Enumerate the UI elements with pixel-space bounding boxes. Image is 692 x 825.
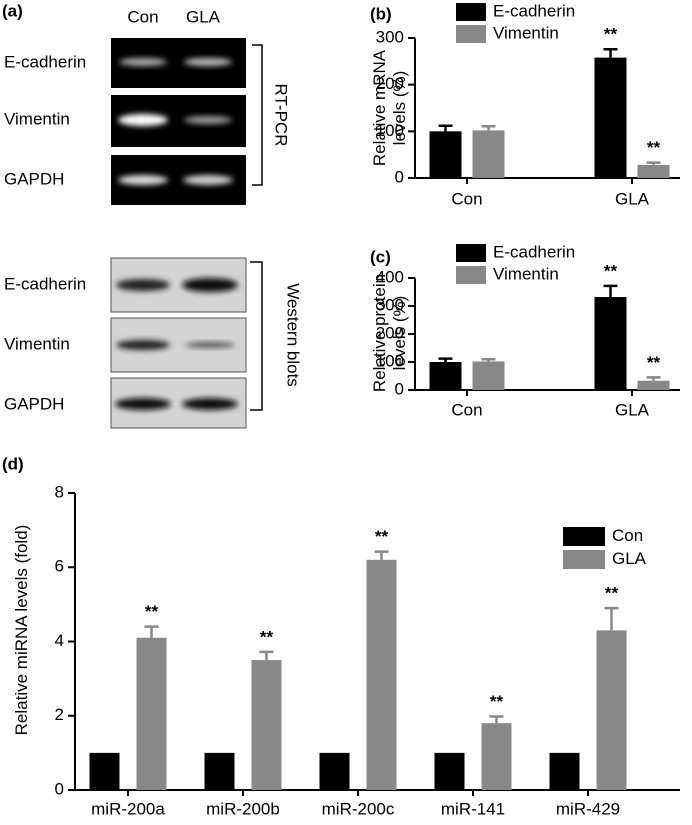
- annotation: **: [260, 627, 274, 646]
- y-tick-label: 2: [55, 705, 64, 724]
- x-tick-label: miR-200a: [91, 799, 165, 818]
- legend-swatch: [456, 25, 486, 43]
- annotation: **: [604, 25, 618, 44]
- annotation: **: [145, 602, 159, 621]
- row-label: GAPDH: [4, 394, 64, 413]
- x-tick-label: miR-429: [556, 799, 620, 818]
- error-bar: [646, 161, 661, 165]
- annotation: **: [490, 692, 504, 711]
- bar: [136, 637, 167, 790]
- annotation: **: [605, 584, 619, 603]
- bar: [366, 559, 397, 790]
- y-tick-label: 200: [376, 323, 404, 342]
- y-tick-label: 6: [55, 557, 64, 576]
- error-bar: [374, 550, 389, 560]
- y-axis-label: Relative miRNA levels (fold): [12, 524, 31, 736]
- x-tick-label: GLA: [615, 400, 650, 419]
- legend-label: E-cadherin: [493, 1, 575, 20]
- row-label: E-cadherin: [4, 274, 86, 293]
- bar: [596, 630, 627, 790]
- gel-image: [111, 38, 246, 205]
- error-bar: [144, 625, 159, 638]
- row-label: Vimentin: [4, 334, 70, 353]
- y-axis-label: Relative mRNA levels (%): [370, 49, 409, 167]
- y-tick-label: 400: [376, 267, 404, 286]
- annotation: **: [604, 261, 618, 280]
- bar: [637, 380, 670, 390]
- bracket: [252, 44, 263, 186]
- legend-label: E-cadherin: [493, 242, 575, 261]
- error-bar: [259, 650, 274, 661]
- chart-title: (c): [370, 247, 391, 266]
- error-bar: [438, 357, 453, 362]
- y-tick-label: 0: [55, 779, 64, 798]
- legend-label: GLA: [612, 549, 647, 568]
- bar: [481, 723, 512, 790]
- bar: [89, 752, 120, 790]
- blot-image: [110, 257, 247, 429]
- panel-title: (a): [2, 1, 23, 20]
- bar: [472, 361, 505, 390]
- y-tick-label: 300: [376, 295, 404, 314]
- row-label: E-cadherin: [4, 52, 86, 71]
- bar: [429, 131, 462, 178]
- y-tick-label: 100: [376, 121, 404, 140]
- error-bar: [604, 606, 619, 631]
- error-bar: [646, 376, 661, 381]
- x-tick-label: GLA: [615, 189, 650, 208]
- legend-swatch: [456, 3, 486, 21]
- legend-swatch: [456, 266, 486, 284]
- group-label: Western blots: [284, 283, 303, 387]
- bar: [594, 297, 627, 390]
- legend-swatch: [563, 527, 605, 546]
- error-bar: [481, 357, 496, 362]
- bar: [319, 752, 350, 790]
- x-tick-label: Con: [451, 189, 482, 208]
- x-tick-label: Con: [451, 400, 482, 419]
- row-label: Vimentin: [4, 109, 70, 128]
- x-tick-label: miR-200c: [322, 799, 395, 818]
- legend-label: Vimentin: [493, 264, 559, 283]
- legend-label: Con: [612, 526, 643, 545]
- bracket: [250, 261, 263, 411]
- error-bar: [489, 715, 504, 724]
- y-tick-label: 0: [395, 379, 404, 398]
- bar: [594, 57, 627, 178]
- y-tick-label: 200: [376, 74, 404, 93]
- legend-swatch: [456, 244, 486, 262]
- error-bar: [603, 284, 618, 298]
- y-tick-label: 100: [376, 351, 404, 370]
- error-bar: [603, 47, 618, 58]
- bar: [549, 752, 580, 790]
- lane-label: GLA: [186, 7, 221, 26]
- annotation: **: [647, 353, 661, 372]
- bar: [637, 164, 670, 178]
- y-axis-label: Relative protein levels (%): [370, 273, 409, 393]
- chart-title: (d): [2, 454, 24, 473]
- bar: [204, 752, 235, 790]
- bar: [434, 752, 465, 790]
- lane-label: Con: [127, 7, 158, 26]
- legend-label: Vimentin: [493, 23, 559, 42]
- x-tick-label: miR-141: [441, 799, 505, 818]
- annotation: **: [375, 527, 389, 546]
- y-tick-label: 0: [395, 167, 404, 186]
- y-tick-label: 300: [376, 27, 404, 46]
- legend-swatch: [563, 550, 605, 569]
- chart-title: (b): [370, 4, 392, 23]
- annotation: **: [647, 138, 661, 157]
- row-label: GAPDH: [4, 169, 64, 188]
- x-tick-label: miR-200b: [206, 799, 280, 818]
- y-tick-label: 8: [55, 482, 64, 501]
- error-bar: [481, 124, 496, 131]
- group-label: RT-PCR: [272, 84, 291, 147]
- bar: [429, 362, 462, 390]
- error-bar: [438, 124, 453, 132]
- y-tick-label: 4: [55, 631, 64, 650]
- bar: [251, 660, 282, 790]
- bar: [472, 130, 505, 178]
